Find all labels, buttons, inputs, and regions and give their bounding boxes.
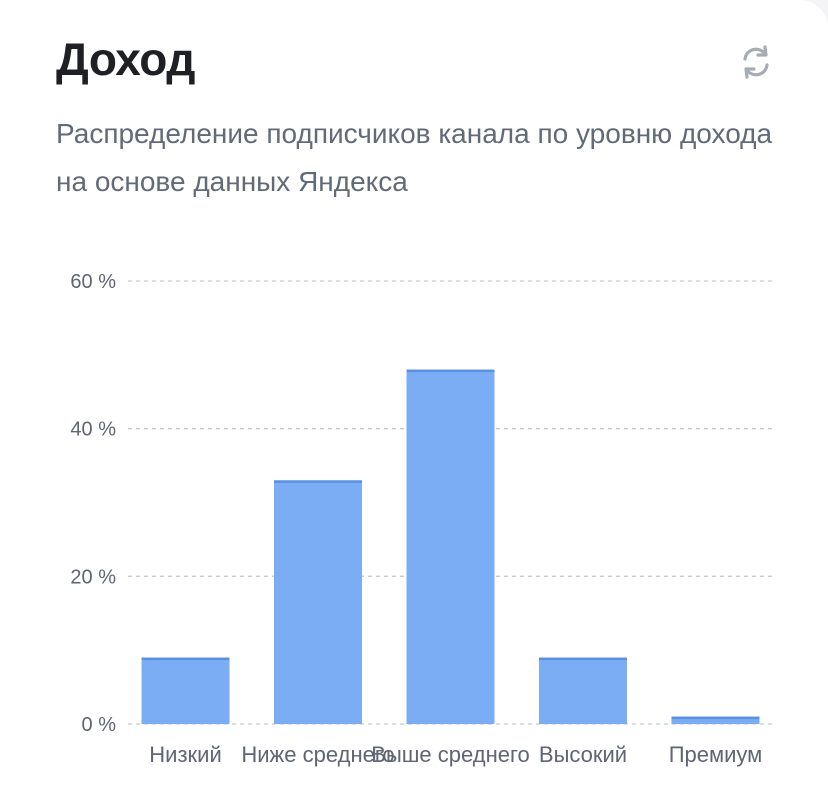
- bar-top-edge: [141, 657, 230, 661]
- bar-1[interactable]: [141, 657, 230, 724]
- bar-top-edge: [671, 716, 760, 720]
- bar-4[interactable]: [539, 657, 627, 724]
- y-axis-ticks: 0 % 20 % 40 % 60 %: [70, 271, 116, 736]
- bar-5[interactable]: [671, 716, 760, 724]
- bar-top-edge: [274, 480, 362, 483]
- x-tick-label: Премиум: [669, 742, 763, 767]
- refresh-icon[interactable]: [736, 42, 776, 82]
- y-tick-label: 40 %: [70, 419, 116, 441]
- y-tick-label: 60 %: [70, 271, 116, 293]
- bar-2[interactable]: [274, 480, 362, 724]
- x-tick-label: Выше среднего: [371, 742, 529, 767]
- x-tick-label: Высокий: [539, 742, 627, 767]
- x-tick-label: Низкий: [149, 742, 221, 767]
- bar-top-edge: [539, 657, 627, 661]
- bar-3[interactable]: [406, 369, 495, 724]
- y-tick-label: 20 %: [70, 566, 116, 588]
- card-title: Доход: [56, 33, 195, 85]
- bar-top-edge: [406, 369, 495, 373]
- x-tick-label: Ниже среднего: [241, 742, 394, 767]
- card-subtitle: Распределение подписчиков канала по уров…: [56, 118, 773, 197]
- y-tick-label: 0 %: [82, 714, 117, 736]
- chart-bars: [141, 369, 760, 724]
